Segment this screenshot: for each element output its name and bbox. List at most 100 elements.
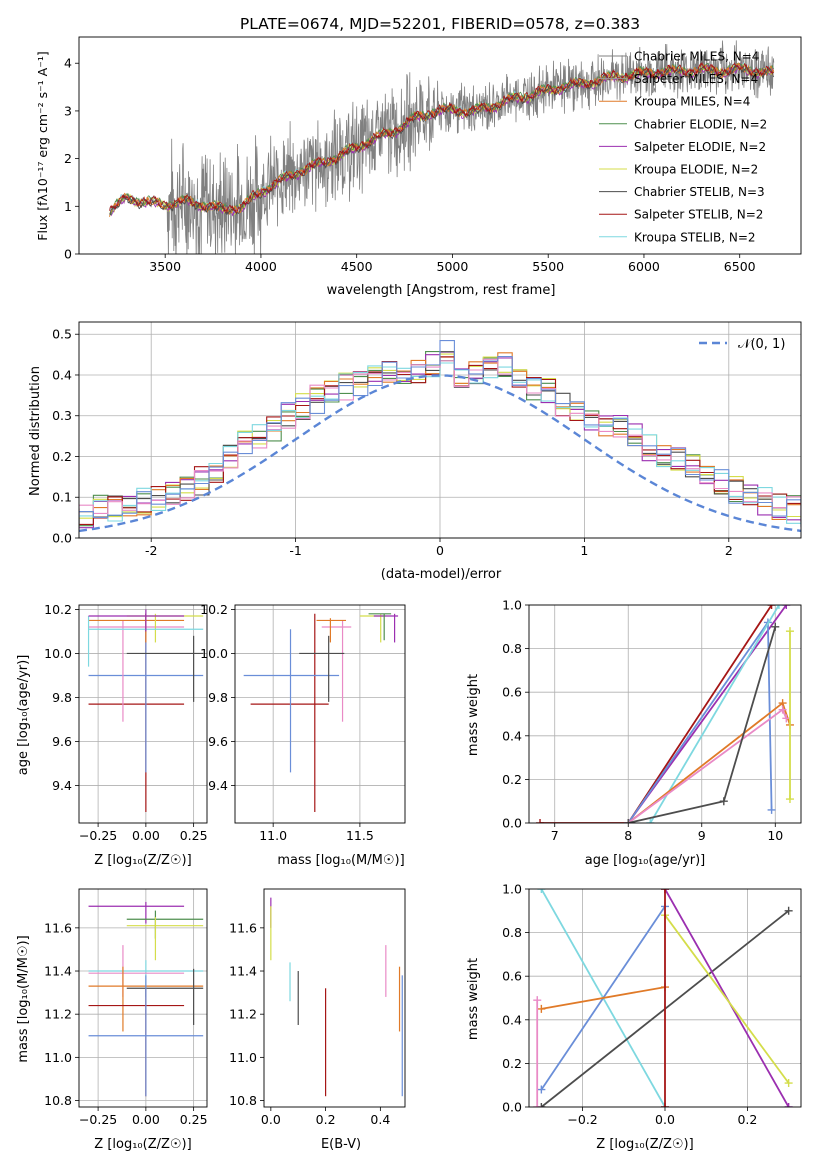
y-tick-label: 0.2	[502, 772, 522, 787]
errorbars	[87, 609, 204, 812]
massebv-x-label: E(B-V)	[321, 1137, 361, 1152]
mwz-x-label: Z [log₁₀(Z/Z☉)]	[596, 1137, 693, 1152]
plot-area	[264, 889, 405, 1107]
x-tick-label: -2	[145, 543, 157, 558]
x-tick-label: 0.25	[180, 1112, 208, 1127]
y-tick-label: 9.8	[52, 690, 72, 705]
y-tick-label: 0.4	[502, 728, 522, 743]
figure-title: PLATE=0674, MJD=52201, FIBERID=0578, z=0…	[240, 15, 640, 33]
weight-marker	[771, 622, 780, 631]
y-tick-label: 0.5	[52, 327, 72, 342]
x-tick-label: -1	[289, 543, 301, 558]
legend-label: Chabrier ELODIE, N=2	[634, 117, 767, 131]
x-tick-label: 5000	[437, 259, 469, 274]
y-tick-label: 11.4	[229, 964, 257, 979]
x-tick-label: 4500	[341, 259, 373, 274]
weight-marker	[784, 1079, 793, 1088]
y-tick-label: 2	[64, 151, 72, 166]
axes-frame	[78, 321, 802, 539]
weight-marker	[767, 605, 776, 609]
y-tick-label: 4	[64, 56, 72, 71]
y-tick-label: 9.4	[52, 778, 72, 793]
weight-marker	[719, 797, 728, 806]
weight-marker	[767, 805, 776, 814]
x-tick-label: 9	[698, 828, 706, 843]
y-tick-label: 0.3	[52, 408, 72, 423]
legend-label: Salpeter STELIB, N=2	[634, 208, 763, 222]
model-spectrum-salpeter_stelib	[109, 61, 775, 214]
y-tick-label: 10.8	[229, 1093, 257, 1108]
plot-area	[79, 605, 207, 823]
x-tick-label: 1	[580, 543, 588, 558]
y-tick-label: 10.0	[200, 646, 228, 661]
y-tick-label: 11.0	[44, 1050, 72, 1065]
massz-x-label: Z [log₁₀(Z/Z☉)]	[94, 1137, 191, 1152]
weight-marker	[782, 714, 791, 723]
y-tick-label: 1	[64, 199, 72, 214]
y-tick-label: 0.0	[52, 531, 72, 546]
weight-marker	[537, 1004, 546, 1013]
legend-label: Chabrier STELIB, N=3	[634, 185, 765, 199]
weight-line	[540, 605, 773, 823]
weight-marker	[537, 1085, 546, 1094]
y-tick-label: 0.0	[502, 1100, 522, 1115]
mwz-y-label: mass weight	[466, 958, 481, 1040]
weight-marker	[785, 627, 794, 636]
y-tick-label: 0.6	[502, 685, 522, 700]
legend-label: Salpeter MILES, N=4	[634, 72, 758, 86]
weight-marker	[782, 605, 791, 609]
x-tick-label: 11.5	[346, 828, 374, 843]
x-tick-label: 0.00	[132, 828, 160, 843]
weight-marker	[537, 889, 546, 893]
weight-marker	[784, 1103, 793, 1107]
age-vs-metallicity-panel: −0.25 0.00 0.25 9.4 9.6 9.8 10.0 10.2	[44, 602, 207, 843]
mass-vs-extinction-panel: 0.0 0.2 0.4 10.8 11.0 11.2 11.4 11.6	[229, 888, 406, 1127]
axes-frame	[234, 604, 406, 824]
agez-x-label: Z [log₁₀(Z/Z☉)]	[94, 853, 191, 868]
histogram-steps	[79, 340, 801, 533]
x-tick-label: 0	[436, 543, 444, 558]
y-tick-label: 0.8	[502, 925, 522, 940]
y-tick-label: 0.4	[502, 1012, 522, 1027]
weight-marker	[661, 889, 669, 893]
x-tick-label: 0.25	[180, 828, 208, 843]
y-tick-label: 11.6	[44, 920, 72, 935]
axes-frame	[78, 604, 208, 824]
histogram-series	[79, 340, 801, 530]
weight-line	[649, 605, 780, 823]
weight-marker	[533, 1103, 542, 1107]
x-tick-label: 5500	[532, 259, 564, 274]
weight-marker	[536, 819, 545, 823]
y-tick-label: 1.0	[502, 882, 522, 897]
x-tick-label: 11.0	[259, 828, 287, 843]
y-tick-label: 11.6	[229, 920, 257, 935]
y-tick-label: 10.0	[44, 646, 72, 661]
x-tick-label: −0.25	[79, 828, 117, 843]
axes-frame	[78, 36, 802, 255]
weight-marker	[778, 705, 787, 714]
agez-y-label: age [log₁₀(age/yr)]	[16, 655, 31, 776]
weight-line	[541, 986, 666, 1010]
axes-frame	[528, 888, 802, 1108]
y-tick-label: 9.4	[208, 778, 228, 793]
y-tick-label: 0.2	[502, 1056, 522, 1071]
x-tick-label: 7	[551, 828, 559, 843]
x-tick-label: −0.25	[79, 1112, 117, 1127]
x-tick-label: 0.0	[261, 1112, 281, 1127]
spectrum-y-label: Flux [fλ10⁻¹⁷ erg cm⁻² s⁻¹ A⁻¹]	[35, 51, 50, 240]
weight-lines	[536, 605, 794, 823]
y-tick-label: 0.4	[52, 367, 72, 382]
spectrum-lines	[109, 40, 775, 254]
x-tick-label: 6500	[724, 259, 756, 274]
weight-marker	[537, 1103, 546, 1107]
weight-marker	[785, 795, 794, 804]
weight-lines	[533, 889, 793, 1107]
spectrum-panel: 3500 4000 4500 5000 5500 6000 6500 0 1 2 3 4 Chabrie…	[64, 36, 802, 274]
y-tick-label: 1.0	[502, 598, 522, 613]
mwage-x-label: age [log₁₀(age/yr)]	[585, 853, 706, 868]
weight-line	[664, 914, 790, 1084]
observed-spectrum-line	[166, 40, 775, 254]
y-tick-label: 10.2	[44, 602, 72, 617]
weight-marker	[661, 1103, 669, 1107]
